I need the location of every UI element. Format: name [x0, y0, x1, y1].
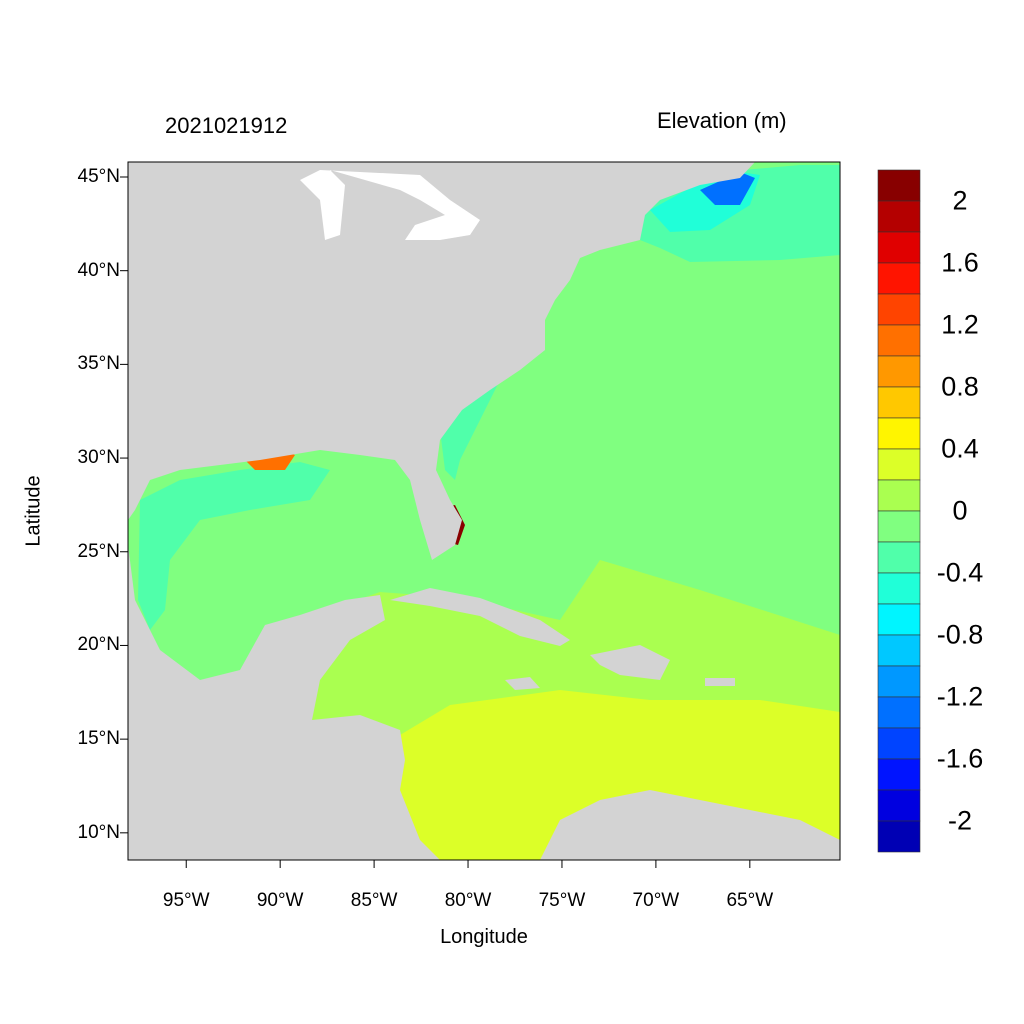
- colorbar-bin: [877, 820, 921, 853]
- hispaniola-land: [590, 645, 670, 680]
- colorbar-bin: [877, 231, 921, 264]
- lon-tick-label: 75°W: [538, 890, 586, 911]
- colorbar-bin: [877, 665, 921, 698]
- plot-frame: [127, 161, 841, 861]
- colorbar-bin: [877, 262, 921, 295]
- colorbar-bin: [877, 789, 921, 822]
- lon-tick-label: 85°W: [350, 890, 398, 911]
- gulf-shelf-region: [138, 462, 330, 630]
- colorbar-bin: [877, 479, 921, 512]
- colorbar-bin: [877, 200, 921, 233]
- lat-tick-label: 40°N: [77, 259, 120, 281]
- lat-tick-label: 20°N: [77, 634, 120, 656]
- colorbar-bin: [877, 696, 921, 729]
- north-america-land: [128, 162, 755, 560]
- gulf-of-maine-deep-region: [700, 172, 755, 205]
- colorbar-bin: [877, 758, 921, 791]
- colorbar-label: 2: [952, 185, 968, 216]
- colorbar-bin: [877, 324, 921, 357]
- lat-tick-label: 35°N: [77, 353, 120, 375]
- axis-ticks: [120, 176, 751, 868]
- colorbar-bin: [877, 510, 921, 543]
- south-america-land: [540, 790, 840, 860]
- colorbar-bin: [877, 355, 921, 388]
- lon-tick-label: 80°W: [444, 890, 492, 911]
- colorbar-bin: [877, 386, 921, 419]
- lat-tick-label: 10°N: [77, 821, 120, 843]
- lon-tick-label: 65°W: [726, 890, 774, 911]
- colorbar-bin: [877, 293, 921, 326]
- colorbar-label: -1.6: [936, 743, 984, 774]
- colorbar-bin: [877, 448, 921, 481]
- colorbar-label: 1.6: [941, 247, 979, 278]
- colorbar-label: -2: [947, 805, 973, 836]
- colorbar-bin: [877, 541, 921, 574]
- colorbar-label: 1.2: [941, 309, 979, 340]
- lat-tick-label: 15°N: [77, 728, 120, 750]
- colorbar-label: 0.8: [941, 371, 979, 402]
- lat-tick-label: 30°N: [77, 447, 120, 469]
- map-plot-area: [128, 162, 840, 860]
- jamaica-land: [505, 677, 540, 690]
- cuba-land: [390, 588, 570, 646]
- colorbar-label: -0.8: [936, 619, 984, 650]
- colorbar-bin: [877, 603, 921, 636]
- colorbar-bin: [877, 572, 921, 605]
- map-title: 2021021912: [165, 113, 288, 138]
- colorbar-bin: [877, 727, 921, 760]
- x-axis-label: Longitude: [440, 926, 528, 948]
- colorbar-label: -0.4: [936, 557, 984, 588]
- colorbar-bin: [877, 169, 921, 202]
- colorbar: [877, 169, 921, 853]
- lon-tick-label: 95°W: [162, 890, 210, 911]
- colorbar-label: -1.2: [936, 681, 984, 712]
- lat-tick-label: 25°N: [77, 540, 120, 562]
- colorbar-bin: [877, 417, 921, 450]
- great-lakes: [300, 170, 480, 240]
- y-axis-label: Latitude: [22, 475, 45, 547]
- mexico-central-america-land: [128, 545, 440, 860]
- lon-tick-label: 70°W: [632, 890, 680, 911]
- colorbar-bin: [877, 634, 921, 667]
- lat-tick-label: 45°N: [77, 165, 120, 187]
- variable-label: Elevation (m): [657, 108, 787, 133]
- lon-tick-label: 90°W: [256, 890, 304, 911]
- colorbar-label: 0: [952, 495, 968, 526]
- puerto-rico-land: [705, 678, 735, 686]
- colorbar-label: 0.4: [941, 433, 979, 464]
- east-coast-shelf-region: [440, 380, 500, 480]
